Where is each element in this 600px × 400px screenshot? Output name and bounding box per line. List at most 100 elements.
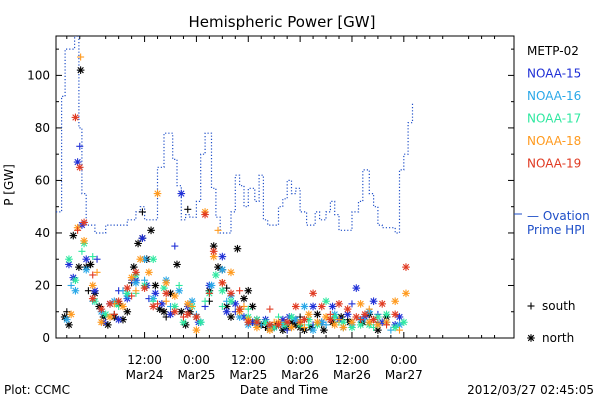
ovation-prime-hpi-line [56, 36, 414, 234]
north-marker [326, 315, 335, 324]
north-marker [227, 289, 235, 298]
north-marker [292, 315, 300, 324]
north-marker [75, 163, 84, 172]
south-marker [201, 297, 209, 305]
chart-title: Hemispheric Power [GW] [189, 13, 376, 31]
north-marker [328, 302, 337, 311]
south-marker [383, 321, 391, 329]
south-marker [527, 302, 535, 310]
y-tick-label: 20 [35, 278, 50, 292]
north-marker [175, 286, 183, 295]
series-metp-02 [60, 66, 391, 334]
south-marker [138, 208, 146, 216]
north-marker [369, 315, 378, 324]
south-marker [244, 305, 252, 313]
north-marker [274, 321, 283, 329]
north-marker [343, 305, 352, 313]
footer-timestamp: 2012/03/27 02:45:05 [467, 383, 594, 397]
north-marker [147, 226, 155, 235]
north-marker [192, 326, 201, 334]
north-marker [395, 321, 404, 329]
north-marker [82, 255, 91, 264]
north-marker [352, 284, 361, 292]
south-marker [93, 255, 101, 263]
south-marker [67, 281, 75, 289]
south-marker [128, 292, 136, 300]
north-marker [192, 313, 201, 321]
north-marker [374, 313, 382, 321]
north-marker [123, 284, 132, 292]
north-marker [330, 313, 339, 321]
north-marker [86, 260, 95, 269]
x-tick-time: 0:00 [390, 353, 417, 367]
south-marker [205, 289, 213, 297]
north-marker [235, 305, 244, 313]
north-marker [171, 292, 179, 300]
north-marker [304, 310, 313, 319]
south-marker [78, 247, 86, 255]
north-marker [309, 289, 317, 298]
x-tick-date: Mar26 [333, 368, 371, 382]
south-marker [74, 226, 82, 234]
y-tick-label: 60 [35, 173, 50, 187]
north-marker [287, 323, 296, 332]
north-marker [218, 252, 227, 261]
north-marker [391, 323, 399, 332]
north-marker [75, 263, 83, 271]
north-marker [151, 289, 160, 298]
north-marker [382, 310, 391, 319]
footer-credit: Plot: CCMC [4, 383, 70, 397]
north-marker [283, 318, 291, 327]
north-marker [248, 302, 257, 311]
south-marker [236, 287, 244, 295]
north-marker [65, 255, 73, 264]
south-marker [348, 300, 356, 308]
north-marker [227, 297, 235, 306]
south-marker [266, 305, 274, 313]
north-marker [114, 315, 123, 324]
ovation-hpi-path [56, 36, 414, 234]
north-marker [335, 300, 343, 308]
y-tick-label: 100 [27, 68, 50, 82]
north-marker [227, 313, 235, 321]
south-marker [89, 253, 97, 261]
north-marker [339, 323, 348, 332]
north-marker [67, 310, 75, 319]
north-marker [402, 289, 410, 298]
north-marker [196, 318, 205, 327]
north-marker [166, 310, 175, 319]
x-tick-time: 12:00 [335, 353, 370, 367]
south-marker [396, 326, 403, 334]
north-marker [106, 300, 114, 308]
north-marker [231, 300, 240, 308]
south-marker [89, 271, 97, 279]
north-marker [63, 315, 71, 324]
y-axis: 0 20 40 60 80 100 [27, 48, 514, 345]
north-marker [160, 307, 168, 316]
south-marker [76, 142, 84, 150]
x-tick-time: 12:00 [127, 353, 162, 367]
y-tick-label: 40 [35, 226, 50, 240]
north-marker [300, 302, 309, 311]
north-marker [101, 310, 110, 319]
x-tick-date: Mar25 [177, 368, 215, 382]
north-marker [183, 300, 192, 308]
north-marker [132, 279, 140, 287]
north-marker [119, 302, 127, 311]
north-marker [374, 321, 382, 329]
north-marker [134, 239, 142, 248]
north-marker [322, 297, 330, 306]
south-marker [77, 53, 85, 61]
north-marker [145, 268, 153, 277]
north-marker [244, 286, 253, 295]
north-marker [317, 302, 326, 311]
north-marker [173, 260, 181, 269]
south-marker [365, 305, 373, 313]
x-tick-date: Mar24 [126, 368, 164, 382]
legend-ovation-line1: — Ovation [527, 209, 590, 223]
north-marker [266, 321, 274, 329]
north-marker [391, 310, 399, 319]
north-marker [88, 281, 97, 290]
north-marker [136, 255, 145, 264]
legend: METP-02 NOAA-15 NOAA-16 NOAA-17 NOAA-18 NOAA-… [514, 44, 590, 345]
